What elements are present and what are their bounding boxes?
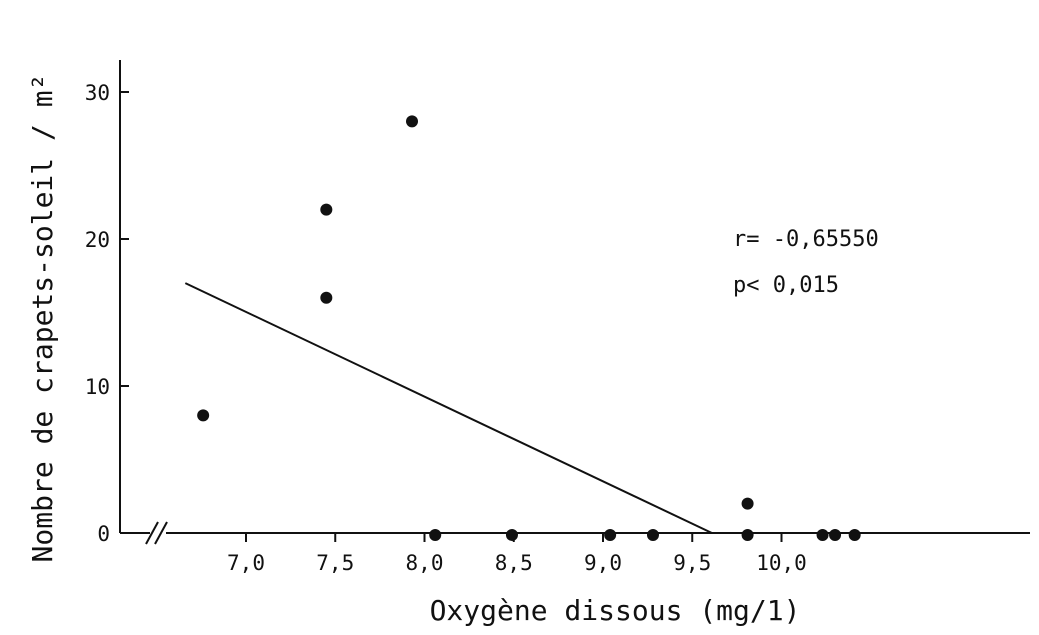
x-ticks: 7,0 7,5 8,0 8,5 9,0 9,5 10,0 bbox=[227, 533, 807, 575]
y-axis-title: Nombre de crapets-soleil / m² bbox=[26, 74, 59, 563]
p-value-annotation: p< 0,015 bbox=[733, 273, 839, 298]
x-axis-title: Oxygène dissous (mg/1) bbox=[430, 594, 801, 627]
y-tick-label: 10 bbox=[85, 375, 110, 399]
y-ticks: 0 10 20 30 bbox=[85, 81, 129, 546]
x-tick-label: 9,0 bbox=[584, 551, 622, 575]
correlation-annotation: r= -0,65550 bbox=[733, 227, 879, 252]
y-tick-label: 30 bbox=[85, 81, 110, 105]
axis-break-gap bbox=[150, 521, 166, 545]
data-point bbox=[741, 497, 754, 510]
data-point bbox=[646, 529, 659, 541]
data-point bbox=[505, 529, 518, 541]
x-tick-label: 9,5 bbox=[673, 551, 711, 575]
data-point bbox=[429, 529, 442, 541]
x-tick-label: 7,0 bbox=[227, 551, 265, 575]
data-point bbox=[848, 529, 861, 541]
regression-line bbox=[184, 282, 713, 534]
data-points bbox=[197, 115, 861, 541]
axis-break-slash bbox=[145, 521, 159, 545]
x-tick-label: 8,0 bbox=[406, 551, 444, 575]
data-point bbox=[406, 115, 419, 128]
data-point bbox=[320, 291, 333, 304]
data-point bbox=[741, 529, 754, 541]
axes bbox=[119, 60, 1030, 545]
data-point bbox=[320, 203, 333, 216]
data-point bbox=[829, 529, 842, 541]
data-point bbox=[816, 529, 829, 541]
x-tick-label: 8,5 bbox=[495, 551, 533, 575]
y-tick-label: 20 bbox=[85, 228, 110, 252]
y-tick-label: 0 bbox=[97, 522, 110, 546]
axis-break-mark bbox=[145, 521, 168, 545]
axis-break-slash bbox=[154, 521, 168, 545]
data-point bbox=[197, 409, 210, 422]
x-tick-label: 7,5 bbox=[316, 551, 354, 575]
x-tick-label: 10,0 bbox=[756, 551, 807, 575]
data-point bbox=[604, 529, 617, 541]
